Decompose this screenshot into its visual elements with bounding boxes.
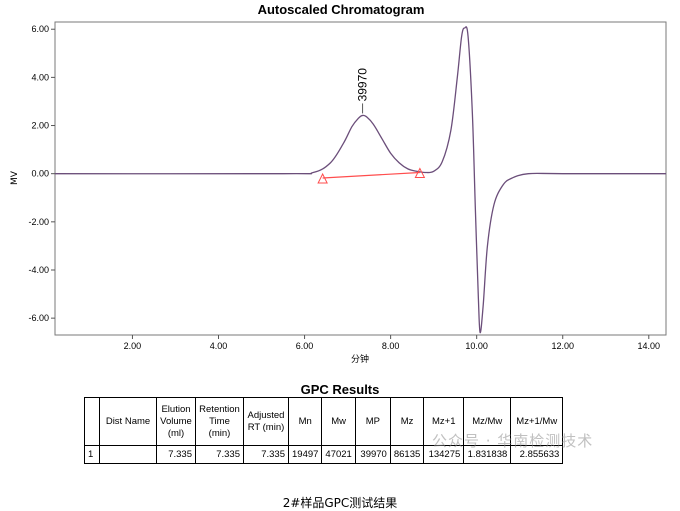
x-tick-label: 12.00 (551, 341, 574, 351)
table-header-row: Dist Name Elution Volume (ml) Retention … (84, 397, 564, 446)
col-header-index (84, 397, 100, 446)
x-axis: 2.00 4.00 6.00 8.00 10.00 12.00 14.00 (124, 335, 660, 351)
watermark: 公众号 · 华南检测技术 (432, 432, 594, 450)
results-title: GPC Results (300, 382, 380, 397)
col-header-mp: MP (354, 397, 391, 446)
baseline-marker-triangle (414, 167, 426, 178)
figure-caption: 2#样品GPC测试结果 (282, 496, 398, 510)
x-tick-label: 6.00 (296, 341, 314, 351)
col-header-retention-time: Retention Time (min) (195, 397, 244, 446)
plot-frame (54, 21, 667, 336)
cell-mn: 19497 (287, 445, 323, 464)
cell-elution-volume: 7.335 (156, 445, 196, 464)
x-tick-label: 2.00 (124, 341, 142, 351)
y-tick-label: 4.00 (31, 72, 49, 82)
cell-retention-time: 7.335 (195, 445, 244, 464)
x-tick-label: 14.00 (638, 341, 661, 351)
x-axis-label: 分钟 (351, 353, 369, 365)
baseline-marker-triangle (317, 172, 328, 184)
col-header-mz-mw: Mz/Mw (463, 397, 512, 446)
cell-adjusted-rt: 7.335 (243, 445, 289, 464)
col-header-adjusted-rt: Adjusted RT (min) (243, 397, 289, 446)
col-header-mz: Mz (389, 397, 425, 446)
col-header-elution-volume: Elution Volume (ml) (156, 397, 196, 446)
y-tick-label: 0.00 (31, 169, 49, 179)
plot-area: 39970 (54, 26, 666, 334)
y-axis-label: MV (10, 170, 20, 185)
chart-title: Autoscaled Chromatogram (258, 2, 425, 17)
y-tick-label: -4.00 (28, 265, 49, 275)
y-tick-label: -2.00 (28, 217, 49, 227)
gpc-results-table: Dist Name Elution Volume (ml) Retention … (84, 397, 564, 464)
cell-index: 1 (84, 445, 100, 464)
cell-mp: 39970 (354, 445, 391, 464)
y-tick-label: -6.00 (28, 313, 49, 323)
cell-dist-name (99, 445, 157, 464)
cell-mz: 86135 (389, 445, 425, 464)
x-tick-label: 8.00 (382, 341, 400, 351)
x-tick-label: 4.00 (210, 341, 228, 351)
cell-mz1-mw: 2.855633 (510, 445, 564, 464)
y-tick-label: 2.00 (31, 121, 49, 131)
chromatogram-chart: Autoscaled Chromatogram 6.00 4.00 2.00 0.00… (10, 2, 667, 365)
x-tick-label: 10.00 (465, 341, 488, 351)
col-header-mw: Mw (321, 397, 356, 446)
col-header-dist-name: Dist Name (99, 397, 157, 446)
cell-mw: 47021 (321, 445, 356, 464)
peak-annotation-label: 39970 (356, 68, 370, 102)
table-row: 1 7.335 7.335 7.335 19497 47021 39970 86… (84, 445, 564, 464)
y-tick-label: 6.00 (31, 24, 49, 34)
col-header-mz1-mw: Mz+1/Mw (510, 397, 564, 446)
peak-baseline-line (322, 171, 420, 179)
signal-series-line (54, 26, 666, 334)
y-axis: 6.00 4.00 2.00 0.00 -2.00 -4.00 -6.00 (28, 24, 55, 323)
col-header-mn: Mn (287, 397, 323, 446)
cell-mz-mw: 1.831838 (463, 445, 512, 464)
